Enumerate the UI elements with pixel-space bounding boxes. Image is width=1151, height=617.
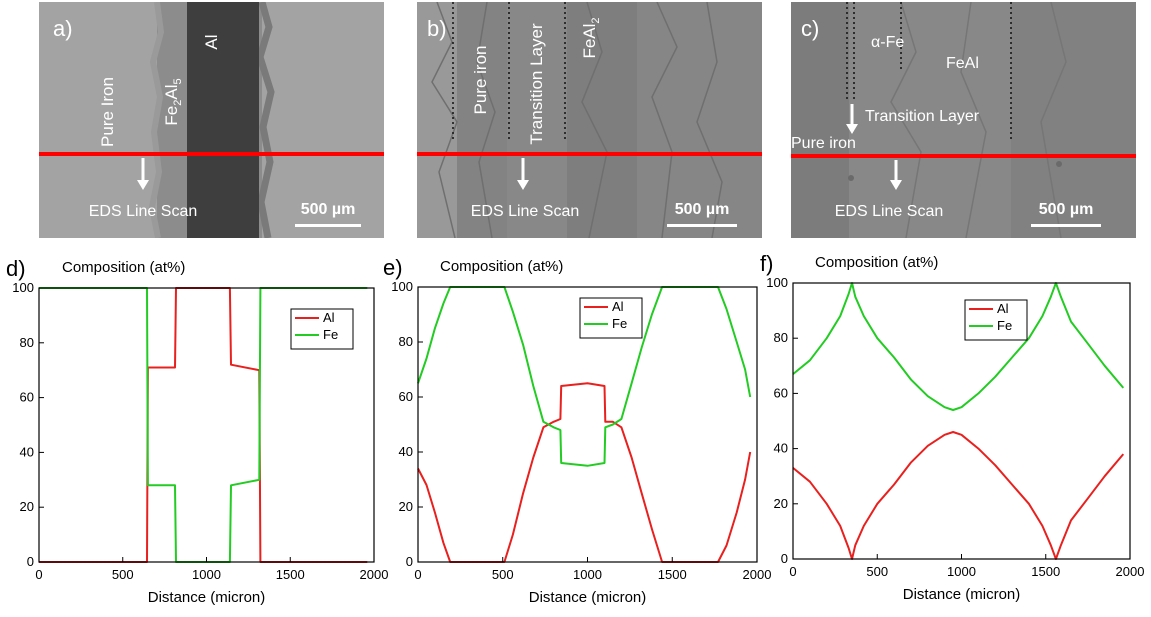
legend-label: Fe [323, 327, 338, 342]
y-tick-label: 40 [399, 444, 413, 459]
y-tick-label: 80 [774, 330, 788, 345]
series-line-al [792, 431, 1125, 560]
label-al: Al [202, 34, 221, 49]
panel-label: d) [6, 256, 26, 281]
legend-box [290, 308, 354, 350]
chart-title: Composition (at%) [815, 254, 938, 271]
x-tick-label: 1500 [658, 567, 687, 582]
legend-label: Al [323, 310, 335, 325]
x-tick-label: 1500 [276, 567, 305, 582]
label-pure-iron-c: Pure iron [791, 135, 856, 152]
legend-box [964, 299, 1028, 341]
y-tick-label: 80 [399, 334, 413, 349]
panel-label: e) [383, 255, 403, 280]
scan-label-b: EDS Line Scan [471, 203, 580, 220]
scan-label-c: EDS Line Scan [835, 203, 944, 220]
y-tick-label: 100 [12, 280, 34, 295]
y-tick-label: 60 [399, 389, 413, 404]
y-tick-label: 20 [399, 499, 413, 514]
label-pure-iron-a: Pure Iron [98, 77, 117, 147]
x-tick-label: 500 [112, 567, 134, 582]
y-tick-label: 20 [20, 499, 34, 514]
y-tick-label: 0 [781, 551, 788, 566]
label-feal2: FeAl2 [580, 17, 602, 58]
scale-bar-b [667, 224, 737, 227]
micrograph-c: c) α-Fe FeAl Transition Layer Pure iron … [791, 2, 1136, 238]
panel-label: f) [760, 251, 773, 276]
x-tick-label: 0 [35, 567, 42, 582]
plot-frame [792, 282, 1131, 560]
chart-f: f) Composition (at%) 0 500 1000 1500 2000 0 20 40… [760, 251, 1144, 603]
y-tick-label: 0 [406, 554, 413, 569]
y-tick-label: 100 [391, 279, 413, 294]
x-tick-label: 1500 [1031, 564, 1060, 579]
al-layer [187, 2, 259, 238]
chart-title: Composition (at%) [62, 259, 185, 276]
legend-label: Al [997, 301, 1009, 316]
scale-bar-label-a: 500 µm [301, 201, 356, 218]
x-axis-label: Distance (micron) [148, 589, 266, 606]
y-tick-label: 20 [774, 496, 788, 511]
x-tick-label: 500 [866, 564, 888, 579]
y-tick-label: 80 [20, 335, 34, 350]
scale-bar-a [295, 224, 361, 227]
chart-e: e) Composition (at%) 0 500 1000 1500 2000 0 20 40… [383, 255, 771, 606]
x-tick-label: 1000 [947, 564, 976, 579]
scan-label-a: EDS Line Scan [89, 203, 198, 220]
legend-label: Fe [997, 318, 1012, 333]
scale-bar-label-c: 500 µm [1039, 201, 1094, 218]
y-tick-label: 60 [774, 385, 788, 400]
series-line-fe [792, 282, 1125, 411]
y-tick-label: 40 [20, 444, 34, 459]
legend-label: Fe [612, 316, 627, 331]
x-tick-label: 2000 [360, 567, 389, 582]
series-line-al [417, 382, 752, 563]
label-alpha-fe: α-Fe [871, 34, 904, 51]
y-tick-label: 0 [27, 554, 34, 569]
x-axis-label: Distance (micron) [903, 586, 1021, 603]
label-fe2al5: Fe2Al5 [162, 78, 184, 125]
x-tick-label: 2000 [743, 567, 772, 582]
panel-label-a: a) [53, 16, 73, 41]
label-feal: FeAl [946, 55, 979, 72]
micrograph-b: b) Pure iron Transition Layer FeAl2 EDS … [417, 2, 762, 238]
micrograph-a: a) Pure Iron Fe2Al5 Al EDS Line Scan 500… [39, 2, 384, 238]
panel-label-c: c) [801, 16, 819, 41]
x-tick-label: 1000 [573, 567, 602, 582]
legend-box [579, 297, 643, 339]
x-tick-label: 1000 [192, 567, 221, 582]
y-tick-label: 60 [20, 390, 34, 405]
x-tick-label: 500 [492, 567, 514, 582]
x-tick-label: 0 [789, 564, 796, 579]
legend-label: Al [612, 299, 624, 314]
label-transition-b: Transition Layer [527, 23, 546, 145]
chart-d: d) Composition (at%) 0 500 1000 1500 2000 0 20 40… [6, 256, 388, 606]
x-tick-label: 2000 [1116, 564, 1145, 579]
panel-label-b: b) [427, 16, 447, 41]
label-pure-iron-b: Pure iron [471, 46, 490, 115]
y-tick-label: 100 [766, 275, 788, 290]
label-transition-c: Transition Layer [865, 108, 980, 125]
y-tick-label: 40 [774, 441, 788, 456]
x-tick-label: 0 [414, 567, 421, 582]
scale-bar-label-b: 500 µm [675, 201, 730, 218]
scale-bar-c [1031, 224, 1101, 227]
x-axis-label: Distance (micron) [529, 589, 647, 606]
chart-title: Composition (at%) [440, 258, 563, 275]
